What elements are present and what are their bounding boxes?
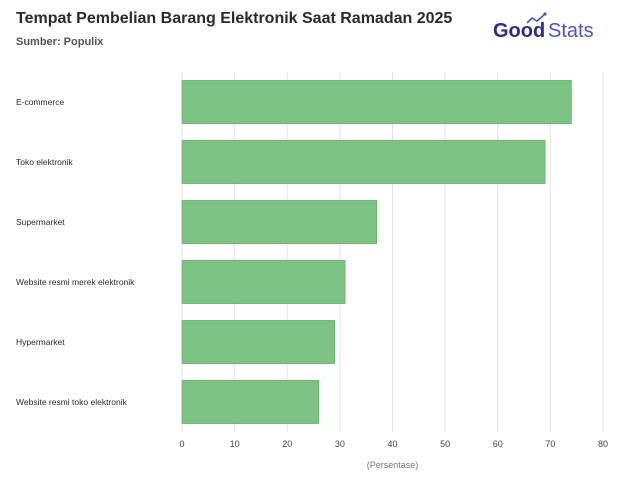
- bar-0: [181, 80, 572, 124]
- x-tick-label-60: 60: [493, 439, 503, 449]
- category-label-5: Website resmi toko elektronik: [16, 397, 128, 407]
- logo-trend-icon: [526, 13, 546, 24]
- x-tick-label-30: 30: [335, 439, 345, 449]
- x-tick-label-80: 80: [598, 439, 608, 449]
- bars: [181, 80, 572, 424]
- category-label-4: Hypermarket: [16, 337, 65, 347]
- category-label-0: E-commerce: [16, 97, 64, 107]
- chart-title: Tempat Pembelian Barang Elektronik Saat …: [16, 10, 453, 27]
- category-label-1: Toko elektronik: [16, 157, 73, 167]
- x-tick-labels: 0 10 20 30 40 50 60 70 80: [179, 439, 608, 449]
- x-tick-label-70: 70: [545, 439, 555, 449]
- x-tick-label-20: 20: [282, 439, 292, 449]
- category-label-3: Website resmi merek elektronik: [16, 277, 135, 287]
- x-axis-title: (Persentase): [367, 460, 419, 470]
- x-tick-label-10: 10: [230, 439, 240, 449]
- x-tick-label-50: 50: [440, 439, 450, 449]
- bar-2: [181, 200, 378, 244]
- bar-4: [181, 320, 335, 364]
- bar-3: [181, 260, 346, 304]
- logo-text-good: Good: [493, 20, 545, 42]
- logo-text-stats: Stats: [548, 20, 594, 42]
- chart-source: Sumber: Populix: [16, 36, 104, 48]
- category-label-2: Supermarket: [16, 217, 65, 227]
- goodstats-logo: Good Stats: [493, 12, 594, 42]
- x-tick-label-40: 40: [387, 439, 397, 449]
- bar-5: [181, 380, 320, 424]
- category-labels: E-commerce Toko elektronik Supermarket Webs…: [16, 97, 135, 407]
- gridlines: [181, 72, 604, 432]
- logo-trend-dot-icon: [543, 12, 547, 16]
- bar-1: [181, 140, 546, 184]
- x-tick-label-0: 0: [179, 439, 184, 449]
